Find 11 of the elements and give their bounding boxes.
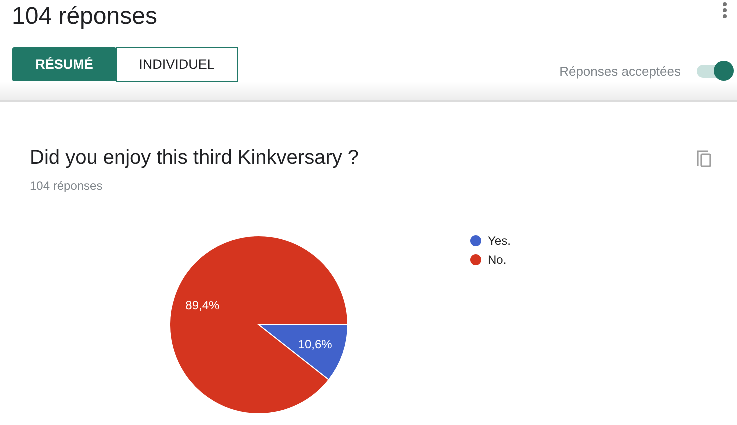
text: 104 réponses (30, 179, 103, 193)
text: 104 réponses (12, 3, 158, 30)
chart-title: Did you enjoy this third Kinkversary ? (30, 147, 360, 169)
data-label: 10,6% (298, 338, 333, 352)
text: RÉSUMÉ (36, 57, 94, 72)
pie-slice (170, 236, 348, 414)
text: Réponses acceptées (560, 64, 682, 79)
text: INDIVIDUEL (139, 57, 216, 72)
legend-label: No. (488, 253, 507, 268)
data-label: 89,4% (186, 298, 220, 313)
legend-label: Yes. (488, 234, 511, 248)
